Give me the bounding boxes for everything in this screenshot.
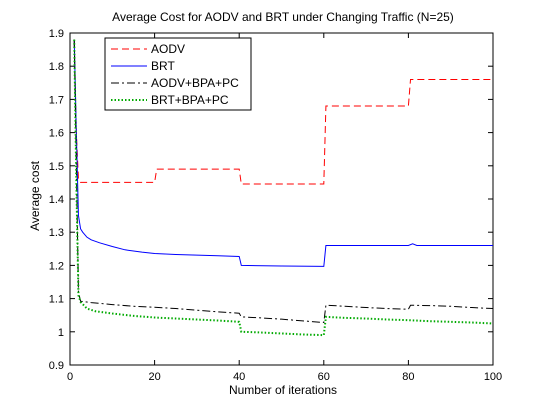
x-tick-label: 100 (484, 371, 502, 383)
legend-box (104, 37, 252, 111)
legend-label-1: AODV (151, 42, 185, 56)
y-tick-label: 1.2 (49, 260, 64, 272)
series-line-1 (73, 39, 493, 185)
y-tick-label: 1.7 (49, 94, 64, 106)
chart-title: Average Cost for AODV and BRT under Chan… (112, 10, 454, 24)
y-tick-label: 1.3 (49, 227, 64, 239)
legend-label-4: BRT+BPA+PC (151, 93, 229, 107)
x-axis-label: Number of iterations (229, 383, 337, 397)
ticks: 0 20 40 60 80 100 0.9 1 1.1 1.2 1.3 1.4 1.5 1.6 1.7 1.8… (49, 28, 502, 383)
x-tick-label: 40 (233, 371, 245, 383)
x-tick-label: 60 (318, 371, 330, 383)
y-tick-label: 1.8 (49, 61, 64, 73)
y-tick-label: 1.4 (49, 194, 64, 206)
y-tick-label: 1.5 (49, 161, 64, 173)
series-line-3 (73, 39, 494, 324)
y-tick-label: 0.9 (49, 360, 64, 372)
legend-label-3: AODV+BPA+PC (151, 76, 239, 90)
x-tick-label: 20 (148, 371, 160, 383)
y-axis-label: Average cost (28, 160, 42, 230)
series-group (73, 39, 494, 337)
series-line-2 (73, 39, 493, 267)
y-tick-label: 1.6 (49, 128, 64, 140)
x-tick-label: 80 (402, 371, 414, 383)
y-tick-label: 1 (58, 327, 64, 339)
legend-label-2: BRT (151, 59, 175, 73)
x-tick-label: 0 (67, 371, 73, 383)
series-line-4 (73, 39, 494, 337)
y-tick-label: 1.9 (49, 28, 64, 40)
y-tick-label: 1.1 (49, 294, 64, 306)
legend: AODV BRT AODV+BPA+PC BRT+BPA+PC (104, 37, 252, 111)
